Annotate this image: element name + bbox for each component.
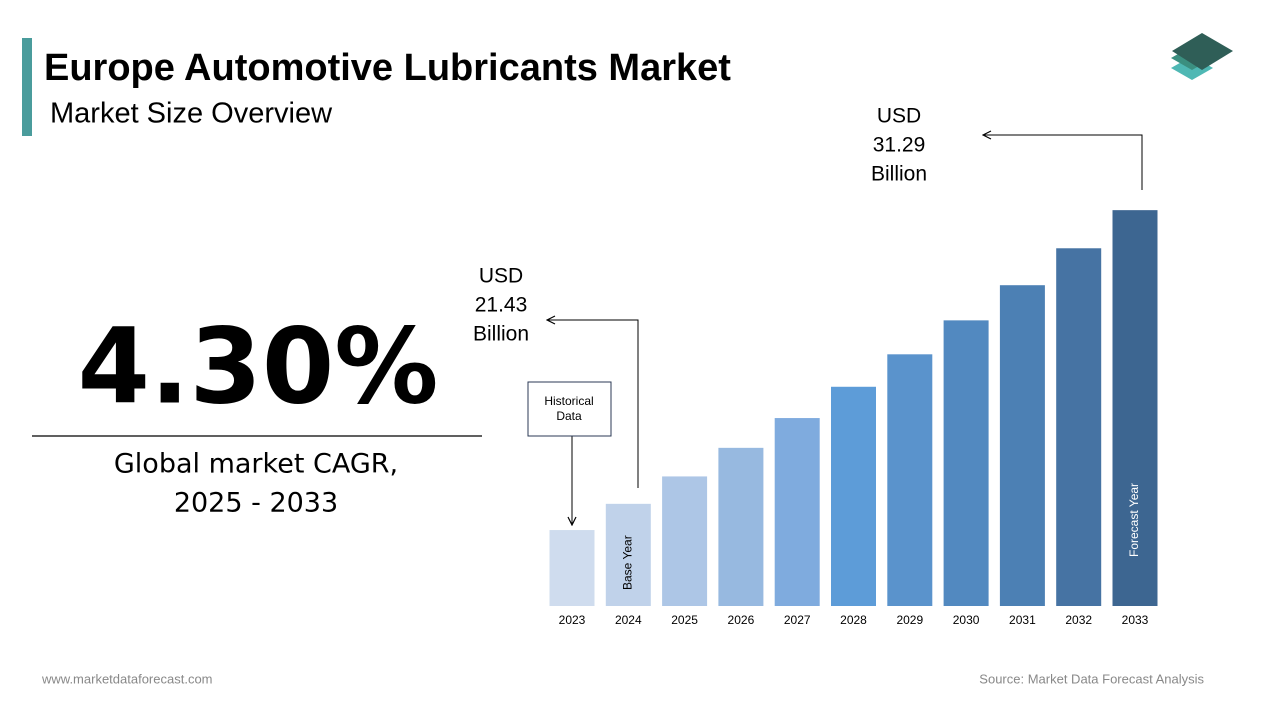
cagr-value: 4.30% [78,305,439,427]
bar [999,285,1045,606]
callout-currency: USD [877,105,921,128]
callout-value: 31.29 [873,134,926,157]
accent-bar [22,38,32,136]
base-year-label: Base Year [620,535,634,590]
x-tick-label: 2023 [559,613,586,627]
callout-unit: Billion [473,323,529,346]
callout-currency: USD [479,265,523,288]
callout-unit: Billion [871,163,927,186]
callout-base: USD 21.43 Billion [473,265,529,346]
callout-forecast: USD 31.29 Billion [871,105,927,186]
x-tick-label: 2033 [1122,613,1149,627]
x-tick-label: 2025 [671,613,698,627]
source: Source: Market Data Forecast Analysis [979,671,1204,686]
subtitle: Market Size Overview [50,98,333,130]
cagr-caption: 2025 - 2033 [174,488,338,519]
x-tick-label: 2029 [896,613,923,627]
x-tick-label: 2030 [953,613,980,627]
x-tick-label: 2032 [1065,613,1092,627]
forecast-year-label: Forecast Year [1127,483,1141,557]
bar [887,354,933,606]
bar [1112,210,1158,606]
bar [662,476,708,606]
x-tick-label: 2031 [1009,613,1036,627]
x-tick-label: 2027 [784,613,811,627]
historical-label: Historical [544,394,593,408]
x-tick-label: 2026 [728,613,755,627]
bar [549,530,595,606]
historical-box [527,381,612,437]
arrows [547,135,1143,525]
x-tick-label: 2024 [615,613,642,627]
bar [774,418,820,606]
historical-label: Data [556,409,582,423]
bar [943,320,989,606]
website: www.marketdataforecast.com [41,671,213,686]
bar [1056,248,1102,607]
callout-value: 21.43 [475,294,528,317]
bar [718,447,764,606]
logo [1171,33,1233,80]
x-tick-label: 2028 [840,613,867,627]
cagr-caption: Global market CAGR, [114,449,398,480]
bar [831,386,876,606]
bar [605,503,651,606]
title: Europe Automotive Lubricants Market [44,47,731,89]
